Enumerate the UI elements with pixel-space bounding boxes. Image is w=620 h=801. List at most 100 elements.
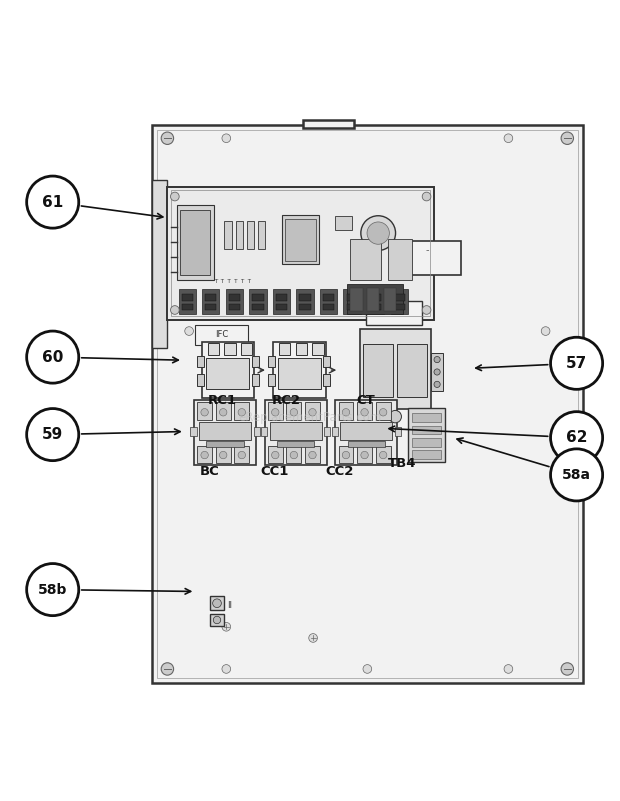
FancyBboxPatch shape [412,413,441,422]
Circle shape [361,451,368,459]
FancyBboxPatch shape [190,427,197,436]
FancyBboxPatch shape [216,446,231,462]
FancyBboxPatch shape [299,304,311,310]
FancyBboxPatch shape [431,353,443,391]
FancyBboxPatch shape [412,438,441,447]
FancyBboxPatch shape [350,239,381,280]
Circle shape [222,665,231,674]
Circle shape [272,409,279,416]
Circle shape [238,409,246,416]
FancyBboxPatch shape [282,215,319,264]
Circle shape [201,409,208,416]
FancyBboxPatch shape [370,304,381,310]
FancyBboxPatch shape [252,374,259,385]
Circle shape [342,409,350,416]
Circle shape [272,451,279,459]
FancyBboxPatch shape [367,288,379,312]
FancyBboxPatch shape [195,325,248,344]
FancyBboxPatch shape [152,180,167,348]
FancyBboxPatch shape [324,427,330,436]
FancyBboxPatch shape [408,408,445,462]
FancyBboxPatch shape [277,441,314,447]
FancyBboxPatch shape [299,295,311,300]
FancyBboxPatch shape [363,344,393,396]
Circle shape [422,306,431,314]
FancyBboxPatch shape [197,446,212,462]
FancyBboxPatch shape [224,221,232,248]
FancyBboxPatch shape [206,358,249,388]
FancyBboxPatch shape [254,427,260,436]
FancyBboxPatch shape [252,356,259,368]
FancyBboxPatch shape [394,295,405,300]
Text: RC1: RC1 [208,394,236,407]
FancyBboxPatch shape [278,358,321,388]
FancyBboxPatch shape [177,205,214,280]
Text: 57: 57 [566,356,587,371]
FancyBboxPatch shape [332,427,338,436]
Circle shape [277,260,285,268]
Circle shape [434,369,440,375]
FancyBboxPatch shape [273,342,326,398]
Circle shape [27,409,79,461]
FancyBboxPatch shape [197,356,204,368]
Circle shape [406,260,415,268]
FancyBboxPatch shape [205,304,216,310]
Circle shape [309,634,317,642]
FancyBboxPatch shape [320,289,337,314]
Circle shape [161,132,174,144]
FancyBboxPatch shape [412,450,441,459]
Circle shape [170,192,179,201]
FancyBboxPatch shape [393,241,461,276]
FancyBboxPatch shape [323,295,334,300]
Circle shape [161,662,174,675]
FancyBboxPatch shape [268,356,275,368]
Circle shape [363,665,372,674]
FancyBboxPatch shape [348,441,385,447]
FancyBboxPatch shape [194,400,256,465]
Circle shape [201,451,208,459]
FancyBboxPatch shape [340,422,392,441]
Circle shape [551,449,603,501]
Circle shape [434,356,440,363]
FancyBboxPatch shape [241,344,252,355]
FancyBboxPatch shape [357,402,372,420]
FancyBboxPatch shape [268,446,283,462]
Circle shape [219,409,227,416]
Circle shape [290,409,298,416]
FancyBboxPatch shape [339,446,353,462]
FancyBboxPatch shape [376,402,391,420]
FancyBboxPatch shape [391,289,408,314]
Text: -: - [425,245,429,256]
FancyBboxPatch shape [276,304,287,310]
FancyBboxPatch shape [285,219,316,261]
FancyBboxPatch shape [395,427,401,436]
FancyBboxPatch shape [234,402,249,420]
FancyBboxPatch shape [199,422,251,441]
Text: CC2: CC2 [326,465,354,478]
Circle shape [379,409,387,416]
Circle shape [185,327,193,336]
Circle shape [238,451,246,459]
FancyBboxPatch shape [226,289,243,314]
FancyBboxPatch shape [357,446,372,462]
FancyBboxPatch shape [206,441,244,447]
FancyBboxPatch shape [247,221,254,248]
Circle shape [290,451,298,459]
Circle shape [309,451,316,459]
Circle shape [367,222,389,244]
FancyBboxPatch shape [252,304,264,310]
Text: CC1: CC1 [260,465,289,478]
Circle shape [551,412,603,464]
FancyBboxPatch shape [268,374,275,385]
Circle shape [361,409,368,416]
Circle shape [342,451,350,459]
Circle shape [504,665,513,674]
FancyBboxPatch shape [268,402,283,420]
Circle shape [222,134,231,143]
FancyBboxPatch shape [258,221,265,248]
FancyBboxPatch shape [205,295,216,300]
Circle shape [222,622,231,631]
Circle shape [434,381,440,388]
FancyBboxPatch shape [323,304,334,310]
FancyBboxPatch shape [394,304,405,310]
